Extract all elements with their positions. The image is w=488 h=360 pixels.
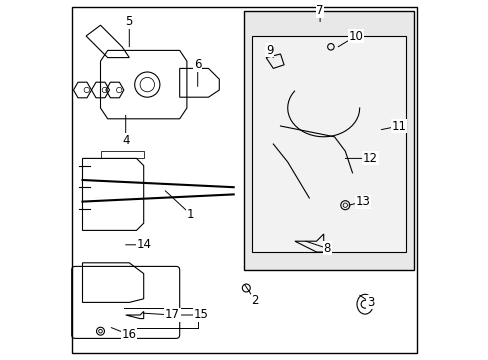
Bar: [244, 11, 413, 270]
Text: 14: 14: [136, 238, 151, 251]
Text: 17: 17: [164, 309, 180, 321]
Text: 1: 1: [186, 208, 194, 221]
Text: 2: 2: [251, 294, 259, 307]
Text: 12: 12: [362, 152, 377, 165]
Bar: [251, 36, 406, 252]
Text: 6: 6: [194, 58, 201, 71]
Text: 16: 16: [122, 328, 137, 341]
Text: 7: 7: [316, 4, 323, 17]
Text: 9: 9: [265, 44, 273, 57]
Text: 11: 11: [391, 120, 406, 132]
Text: 3: 3: [366, 296, 373, 309]
Text: 4: 4: [122, 134, 129, 147]
Text: 5: 5: [125, 15, 133, 28]
Text: 15: 15: [193, 309, 208, 321]
Text: 8: 8: [323, 242, 330, 255]
Text: 13: 13: [355, 195, 370, 208]
Text: 10: 10: [348, 30, 363, 42]
